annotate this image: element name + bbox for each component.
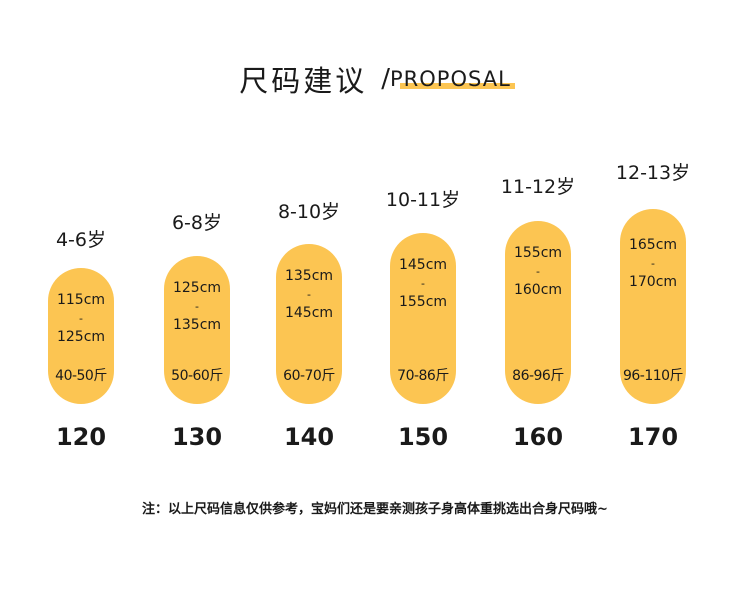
title-english: PROPOSAL (390, 67, 515, 91)
age-range-label: 4-6岁 (55, 229, 107, 251)
height-from: 165cm (628, 237, 678, 253)
size-number: 150 (397, 423, 449, 451)
footnote: 注：以上尺码信息仅供参考，宝妈们还是要亲测孩子身高体重挑选出合身尺码哦~ (142, 502, 608, 517)
height-from: 115cm (56, 292, 106, 308)
height-dash: - (421, 277, 425, 290)
size-pill: 165cm - 170cm 96-110斤 (620, 209, 686, 404)
size-number: 170 (627, 423, 679, 451)
height-to: 145cm (284, 305, 334, 321)
height-dash: - (307, 288, 311, 301)
weight-range: 70-86斤 (397, 368, 449, 384)
age-range-label: 6-8岁 (171, 212, 223, 234)
height-to: 170cm (628, 274, 678, 290)
title-chinese: 尺码建议 (239, 64, 368, 98)
age-range-label: 12-13岁 (615, 162, 691, 184)
weight-range: 86-96斤 (512, 368, 564, 384)
size-number: 120 (55, 423, 107, 451)
size-pill: 125cm - 135cm 50-60斤 (164, 256, 230, 404)
height-dash: - (536, 265, 540, 278)
size-pill: 155cm - 160cm 86-96斤 (505, 221, 571, 404)
height-dash: - (195, 300, 199, 313)
height-to: 135cm (172, 317, 222, 333)
page-title: 尺码建议 / PROPOSAL (0, 58, 750, 100)
height-to: 155cm (398, 294, 448, 310)
size-pill: 115cm - 125cm 40-50斤 (48, 268, 114, 404)
age-range-label: 11-12岁 (500, 176, 576, 198)
size-pill: 145cm - 155cm 70-86斤 (390, 233, 456, 404)
height-to: 125cm (56, 329, 106, 345)
height-from: 125cm (172, 280, 222, 296)
height-from: 155cm (513, 245, 563, 261)
size-number: 160 (512, 423, 564, 451)
age-range-label: 8-10岁 (277, 201, 341, 223)
height-from: 135cm (284, 268, 334, 284)
height-to: 160cm (513, 282, 563, 298)
height-from: 145cm (398, 257, 448, 273)
weight-range: 40-50斤 (55, 368, 107, 384)
weight-range: 96-110斤 (622, 368, 684, 384)
title-separator: / (381, 64, 390, 94)
height-dash: - (79, 312, 83, 325)
age-range-label: 10-11岁 (385, 189, 461, 211)
size-pill: 135cm - 145cm 60-70斤 (276, 244, 342, 404)
size-number: 140 (283, 423, 335, 451)
weight-range: 50-60斤 (171, 368, 223, 384)
height-dash: - (651, 257, 655, 270)
size-number: 130 (171, 423, 223, 451)
weight-range: 60-70斤 (283, 368, 335, 384)
